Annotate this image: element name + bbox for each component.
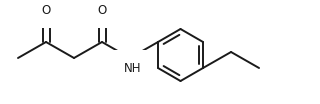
Text: NH: NH — [124, 61, 142, 74]
Text: O: O — [41, 4, 51, 17]
Text: O: O — [97, 4, 107, 17]
